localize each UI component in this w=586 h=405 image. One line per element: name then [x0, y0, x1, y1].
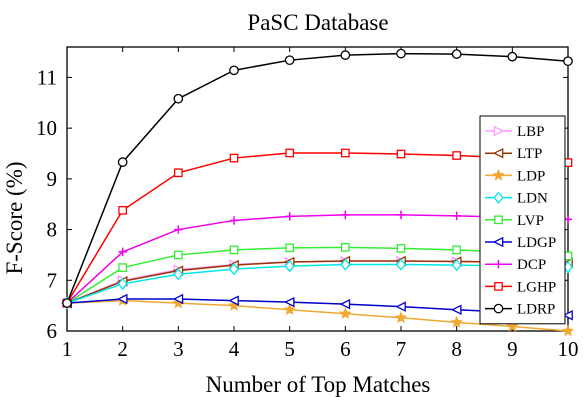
y-tick-label: 11	[37, 65, 57, 89]
data-point-dcp	[174, 225, 183, 234]
y-tick-label: 8	[47, 218, 58, 242]
x-tick-label: 6	[340, 337, 351, 361]
legend-label-dcp: DCP	[517, 257, 546, 273]
legend-label-lghp: LGHP	[517, 279, 556, 295]
data-point-ldrp	[507, 51, 518, 62]
data-point-lghp	[452, 151, 462, 160]
data-point-lghp	[396, 149, 406, 159]
data-point-ldrp	[117, 157, 128, 167]
x-tick-label: 2	[117, 337, 128, 361]
y-tick-label: 10	[36, 116, 57, 140]
plot-frame	[66, 46, 569, 332]
legend-marker-ldp	[492, 168, 505, 181]
legend-label-ldp: LDP	[517, 168, 545, 184]
x-tick-label: 3	[173, 337, 184, 361]
x-axis-title: Number of Top Matches	[206, 372, 431, 397]
data-point-ldp	[561, 324, 575, 337]
data-point-ldn	[117, 277, 128, 291]
data-point-lghp	[285, 148, 295, 158]
legend-label-lvp: LVP	[517, 213, 544, 229]
legend-label-ldn: LDN	[517, 191, 548, 207]
data-point-ldgp	[562, 310, 573, 321]
data-point-lvp	[396, 243, 406, 253]
data-point-ldgp	[117, 293, 128, 305]
y-tick-label: 7	[47, 268, 58, 292]
legend-marker-ldgp	[492, 236, 504, 248]
data-point-ldn	[395, 258, 407, 271]
legend-marker-dcp	[494, 260, 503, 269]
legend-label-ldgp: LDGP	[517, 235, 556, 251]
data-point-ldrp	[451, 49, 462, 59]
data-point-dcp	[396, 210, 406, 220]
data-point-dcp	[118, 247, 127, 257]
data-point-lvp	[118, 263, 128, 272]
data-point-lghp	[173, 168, 183, 178]
legend-marker-ldn	[493, 191, 504, 204]
data-point-lghp	[340, 148, 350, 158]
data-point-lghp	[229, 153, 239, 163]
x-tick-label: 1	[62, 337, 73, 361]
y-axis-title: F-Score (%)	[2, 161, 27, 274]
x-tick-label: 10	[558, 337, 579, 361]
data-point-dcp	[285, 212, 294, 221]
data-point-ldgp	[451, 304, 462, 315]
y-tick-label: 6	[47, 319, 58, 343]
data-point-lvp	[285, 243, 295, 253]
legend-marker-lghp	[494, 282, 503, 291]
data-point-ldrp	[62, 298, 72, 308]
data-point-ldrp	[229, 65, 239, 76]
data-point-ldrp	[284, 55, 295, 66]
data-point-ldp	[283, 303, 296, 315]
legend-marker-ltp	[492, 147, 504, 159]
data-point-ldp	[450, 315, 463, 328]
plot-area: 1 2 3 4 5 6 7 8 9 10 6 7 8 9 10 11	[36, 46, 579, 361]
data-point-ldgp	[339, 298, 351, 310]
data-point-ldn	[451, 258, 462, 272]
legend-marker-lvp	[494, 215, 503, 225]
data-point-ldgp	[284, 296, 295, 308]
data-point-ldrp	[173, 93, 184, 104]
data-point-ldp	[506, 319, 519, 332]
y-tick-label: 9	[47, 167, 58, 191]
data-point-ldn	[284, 259, 295, 273]
data-point-dcp	[229, 216, 239, 225]
data-point-ldrp	[340, 50, 351, 60]
legend-marker-lbp	[493, 125, 505, 137]
data-point-dcp	[452, 211, 461, 221]
data-point-ldrp	[563, 56, 573, 67]
data-point-ldn	[228, 262, 240, 276]
data-point-ldp	[394, 311, 408, 324]
series-line-ldp	[66, 299, 569, 332]
chart-title: PaSC Database	[247, 10, 388, 35]
data-point-lvp	[173, 250, 183, 260]
data-point-lvp	[229, 245, 239, 255]
legend-label-ltp: LTP	[517, 146, 542, 162]
series-line-ldrp	[66, 52, 569, 304]
x-tick-label: 8	[451, 337, 462, 361]
legend-marker-ldrp	[493, 303, 504, 314]
data-point-dcp	[341, 210, 350, 220]
data-point-lvp	[340, 242, 350, 252]
data-point-ldgp	[395, 301, 406, 312]
data-point-ldp	[339, 307, 352, 320]
data-point-lvp	[452, 245, 462, 255]
data-point-lghp	[118, 205, 128, 215]
data-point-ldrp	[396, 48, 406, 59]
legend-label-lbp: LBP	[517, 124, 545, 140]
x-tick-label: 7	[396, 337, 407, 361]
x-tick-label: 4	[229, 337, 240, 361]
data-point-ldn	[340, 258, 351, 271]
legend: LBP LTP LDP LDN LVP LDGP DCP LGHP LDRP	[479, 115, 566, 325]
x-tick-label: 9	[507, 337, 518, 361]
data-point-ldn	[173, 267, 184, 281]
x-tick-label: 5	[284, 337, 295, 361]
legend-label-ldrp: LDRP	[517, 302, 555, 318]
data-point-ldgp	[228, 295, 239, 306]
data-point-ldgp	[172, 293, 184, 305]
